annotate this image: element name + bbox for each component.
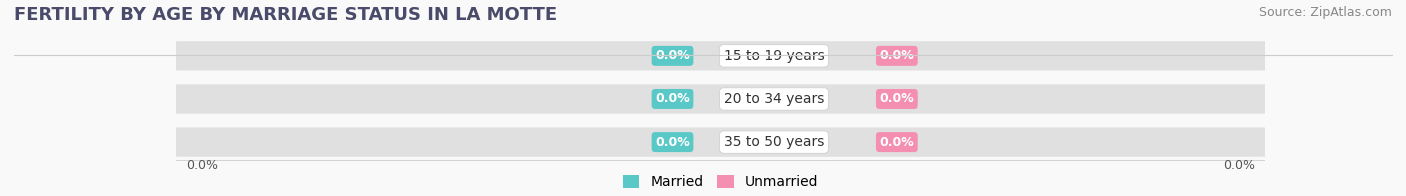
Text: 0.0%: 0.0% — [655, 49, 690, 62]
Text: Source: ZipAtlas.com: Source: ZipAtlas.com — [1258, 6, 1392, 19]
FancyBboxPatch shape — [155, 41, 1286, 71]
Text: 0.0%: 0.0% — [880, 136, 914, 149]
Text: 0.0%: 0.0% — [655, 93, 690, 105]
Text: 20 to 34 years: 20 to 34 years — [724, 92, 824, 106]
Text: 0.0%: 0.0% — [1223, 159, 1254, 172]
Text: 15 to 19 years: 15 to 19 years — [724, 49, 824, 63]
Legend: Married, Unmarried: Married, Unmarried — [617, 170, 824, 195]
FancyBboxPatch shape — [155, 84, 1286, 114]
Text: 0.0%: 0.0% — [655, 136, 690, 149]
Text: FERTILITY BY AGE BY MARRIAGE STATUS IN LA MOTTE: FERTILITY BY AGE BY MARRIAGE STATUS IN L… — [14, 6, 557, 24]
Text: 0.0%: 0.0% — [880, 49, 914, 62]
Text: 0.0%: 0.0% — [187, 159, 218, 172]
FancyBboxPatch shape — [155, 127, 1286, 157]
Text: 0.0%: 0.0% — [880, 93, 914, 105]
Text: 35 to 50 years: 35 to 50 years — [724, 135, 824, 149]
